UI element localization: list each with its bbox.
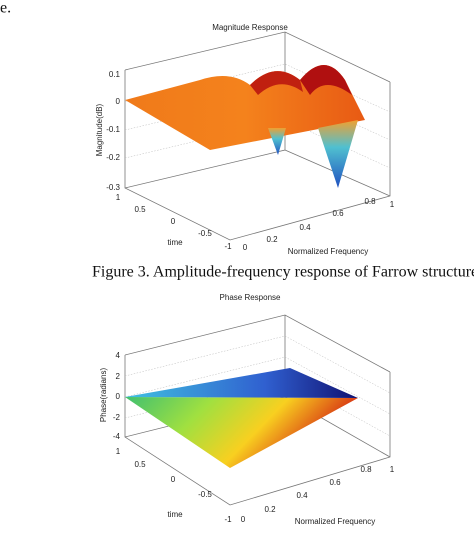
freq-tick-label: 0.6 (329, 478, 341, 487)
time-tick-label: 1 (116, 193, 121, 202)
z-tick-label: 0.1 (109, 70, 121, 79)
freq-axis-label: Normalized Frequency (295, 517, 375, 526)
surface-peak (250, 71, 303, 95)
time-tick-label: -0.5 (198, 229, 212, 238)
freq-tick-label: 0.4 (299, 223, 311, 232)
freq-tick-label: 0.8 (364, 197, 376, 206)
surface-dip (318, 120, 358, 188)
time-tick-label: 0.5 (134, 460, 146, 469)
freq-tick-label: 0.8 (360, 465, 372, 474)
time-axis-label: time (167, 238, 183, 247)
freq-tick-label: 0.6 (332, 209, 344, 218)
figure-magnitude (124, 31, 391, 241)
freq-tick-label: 0.2 (264, 505, 276, 514)
freq-tick-label: 0 (243, 243, 248, 252)
figure-phase (124, 314, 391, 506)
z-tick-label: 2 (116, 372, 121, 381)
axes-box (124, 31, 391, 241)
surface-dip (268, 128, 286, 155)
z-tick-label: -0.3 (106, 183, 120, 192)
figure-caption: Figure 3. Amplitude-frequency response o… (92, 264, 474, 281)
time-tick-label: -1 (224, 242, 232, 251)
freq-tick-label: 1 (390, 465, 395, 474)
z-tick-label: -0.2 (106, 153, 120, 162)
freq-axis-label: Normalized Frequency (288, 247, 368, 256)
z-tick-label: -2 (113, 413, 121, 422)
z-tick-label: -4 (113, 432, 121, 441)
time-tick-label: -0.5 (198, 490, 212, 499)
time-tick-label: 0.5 (134, 205, 146, 214)
time-tick-label: -1 (224, 515, 232, 524)
surface (125, 397, 358, 468)
time-tick-label: 0 (171, 217, 176, 226)
z-axis-label: Magnitude(dB) (95, 103, 104, 156)
surface-top (125, 368, 358, 398)
text-fragment: e. (0, 0, 11, 17)
freq-tick-label: 0.2 (266, 235, 278, 244)
z-tick-label: 0 (116, 392, 121, 401)
surface-peak (300, 65, 352, 95)
time-axis-label: time (167, 510, 183, 519)
figure-title: Phase Response (220, 293, 281, 302)
time-tick-label: 1 (116, 447, 121, 456)
time-tick-label: 0 (171, 475, 176, 484)
freq-tick-label: 0.4 (296, 491, 308, 500)
freq-tick-label: 0 (241, 515, 246, 524)
z-axis-label: Phase(radians) (99, 368, 108, 423)
z-tick-label: 0 (116, 97, 121, 106)
figure-title: Magnitude Response (212, 23, 288, 32)
freq-tick-label: 1 (390, 200, 395, 209)
axes-box (124, 314, 391, 506)
z-tick-label: -0.1 (106, 125, 120, 134)
z-tick-label: 4 (116, 351, 121, 360)
